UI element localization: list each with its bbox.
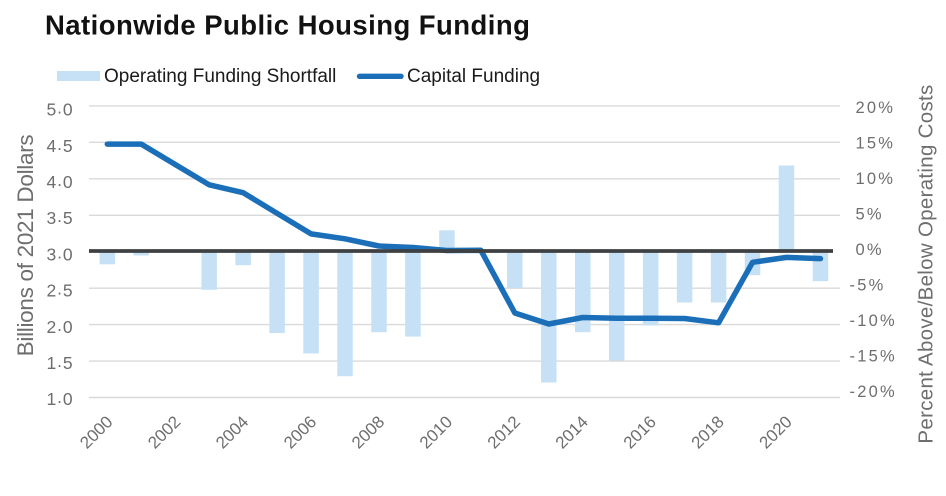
- svg-text:-15%: -15%: [850, 347, 897, 365]
- svg-text:-20%: -20%: [850, 383, 897, 401]
- svg-text:4.0: 4.0: [46, 170, 73, 192]
- svg-text:3.5: 3.5: [46, 206, 73, 228]
- svg-text:-5%: -5%: [850, 276, 886, 294]
- svg-text:10%: 10%: [856, 170, 896, 188]
- svg-text:Nationwide Public Housing Fund: Nationwide Public Housing Funding: [45, 10, 530, 41]
- svg-text:1.0: 1.0: [46, 387, 73, 409]
- svg-text:0%: 0%: [856, 241, 884, 259]
- svg-text:Capital Funding: Capital Funding: [407, 66, 540, 87]
- svg-text:5%: 5%: [856, 205, 884, 223]
- svg-text:Percent Above/Below Operating: Percent Above/Below Operating Costs: [915, 84, 938, 443]
- svg-text:1.5: 1.5: [46, 351, 73, 373]
- svg-text:4.5: 4.5: [46, 134, 73, 156]
- svg-text:3.0: 3.0: [46, 242, 73, 264]
- svg-text:-10%: -10%: [850, 312, 897, 330]
- svg-text:2.5: 2.5: [46, 279, 73, 301]
- svg-text:2.0: 2.0: [46, 315, 73, 337]
- svg-text:5.0: 5.0: [46, 98, 73, 120]
- svg-text:Billions of 2021 Dollars: Billions of 2021 Dollars: [13, 135, 38, 357]
- svg-text:20%: 20%: [856, 99, 896, 117]
- svg-text:Operating Funding Shortfall: Operating Funding Shortfall: [104, 66, 336, 87]
- svg-text:15%: 15%: [856, 134, 896, 152]
